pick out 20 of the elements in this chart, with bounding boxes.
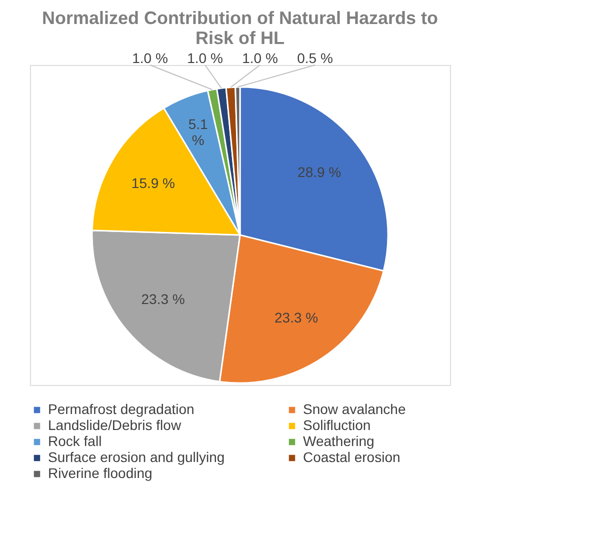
legend-label: Weathering [303,433,374,449]
data-label: 1.0 % [132,50,168,66]
data-label: 23.3 % [141,290,185,307]
data-label: 5.1 % [188,116,208,148]
data-label: 28.9 % [298,164,342,180]
legend-label: Permafrost degradation [48,401,194,417]
legend-label: Solifluction [303,417,371,433]
data-label: 0.5 % [297,50,333,66]
legend-label: Riverine flooding [48,465,152,481]
legend-label: Surface erosion and gullying [48,449,225,465]
legend-label: Coastal erosion [303,449,400,465]
text: Normalized Contribution of Natural Hazards to [42,8,438,28]
data-label: 15.9 % [131,175,176,192]
legend-label: Rock fall [48,433,102,449]
data-label: 1.0 % [187,50,223,66]
text: Risk of HL [195,28,285,48]
data-label: 1.0 % [242,50,278,66]
legend-label: Landslide/Debris flow [48,417,182,433]
legend-label: Snow avalanche [303,401,406,417]
data-label: 23.3 % [274,309,318,326]
